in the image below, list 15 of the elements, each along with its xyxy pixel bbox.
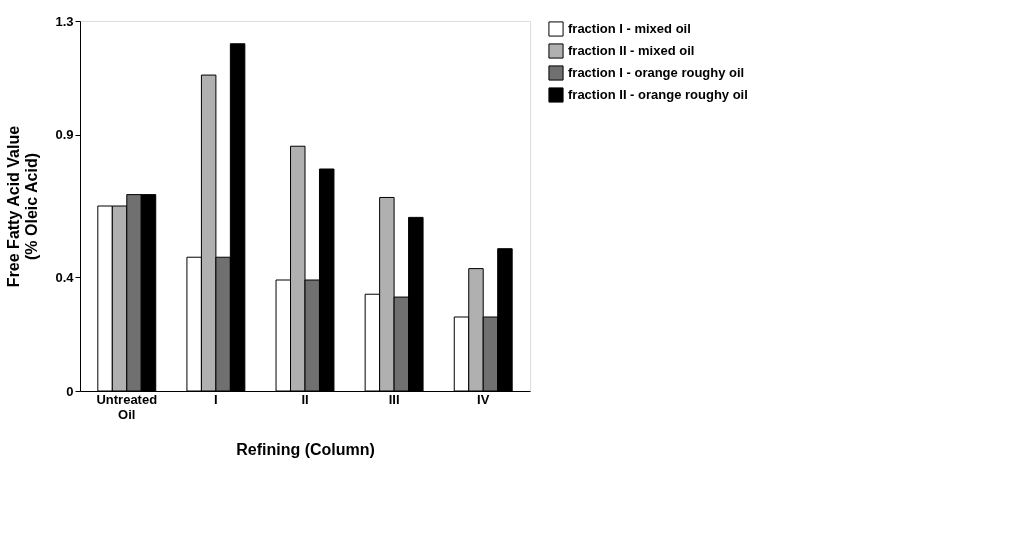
x-tick-label: Untreated Oil xyxy=(96,391,158,422)
legend-label: fraction I - mixed oil xyxy=(568,21,691,36)
x-tick-label: I xyxy=(214,391,218,407)
x-tick-label: II xyxy=(301,391,309,407)
y-tick-label: 0.9 xyxy=(55,127,74,143)
y-tick-label: 1.3 xyxy=(55,13,74,29)
x-axis-title: Refining (Column) xyxy=(236,440,375,458)
legend-label: fraction II - mixed oil xyxy=(568,43,695,58)
legend-label: fraction I - orange roughy oil xyxy=(568,65,745,80)
x-tick-label: IV xyxy=(477,391,490,407)
x-tick-label: III xyxy=(388,391,400,407)
y-axis-title: Free Fatty Acid Value (% Oleic Acid) xyxy=(5,125,41,288)
y-tick-label: 0.4 xyxy=(55,269,75,285)
legend-label: fraction II - orange roughy oil xyxy=(568,87,748,102)
y-tick-label: 0 xyxy=(66,383,74,399)
